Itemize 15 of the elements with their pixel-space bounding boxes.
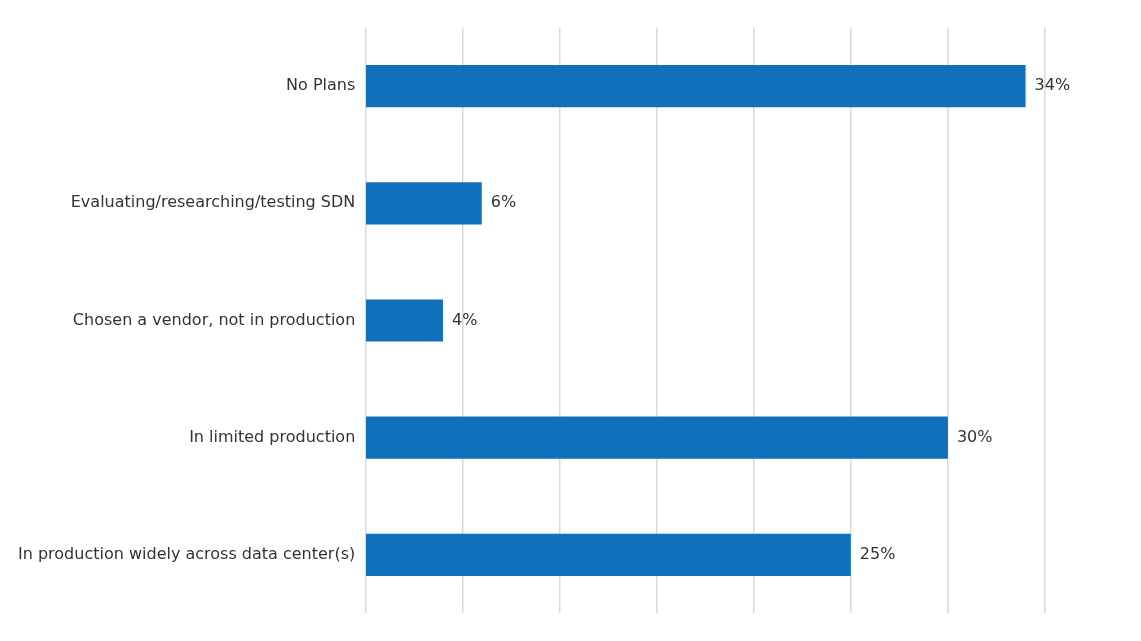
y-tick-label: No Plans (286, 75, 356, 95)
data-label: 4% (451, 309, 478, 329)
y-tick-label: In production widely across data center(s) (17, 543, 356, 563)
data-label: 25% (859, 543, 896, 563)
bar (366, 299, 443, 342)
bar (366, 65, 1026, 108)
bar (366, 182, 482, 225)
bar (366, 533, 851, 576)
data-label: 34% (1034, 75, 1071, 95)
y-tick-label: Chosen a vendor, not in production (72, 309, 356, 329)
y-tick-label: Evaluating/researching/testing SDN (70, 192, 356, 212)
y-tick-label: In limited production (189, 426, 356, 446)
bar (366, 416, 948, 459)
data-label: 30% (956, 426, 993, 446)
data-label: 6% (490, 192, 517, 212)
